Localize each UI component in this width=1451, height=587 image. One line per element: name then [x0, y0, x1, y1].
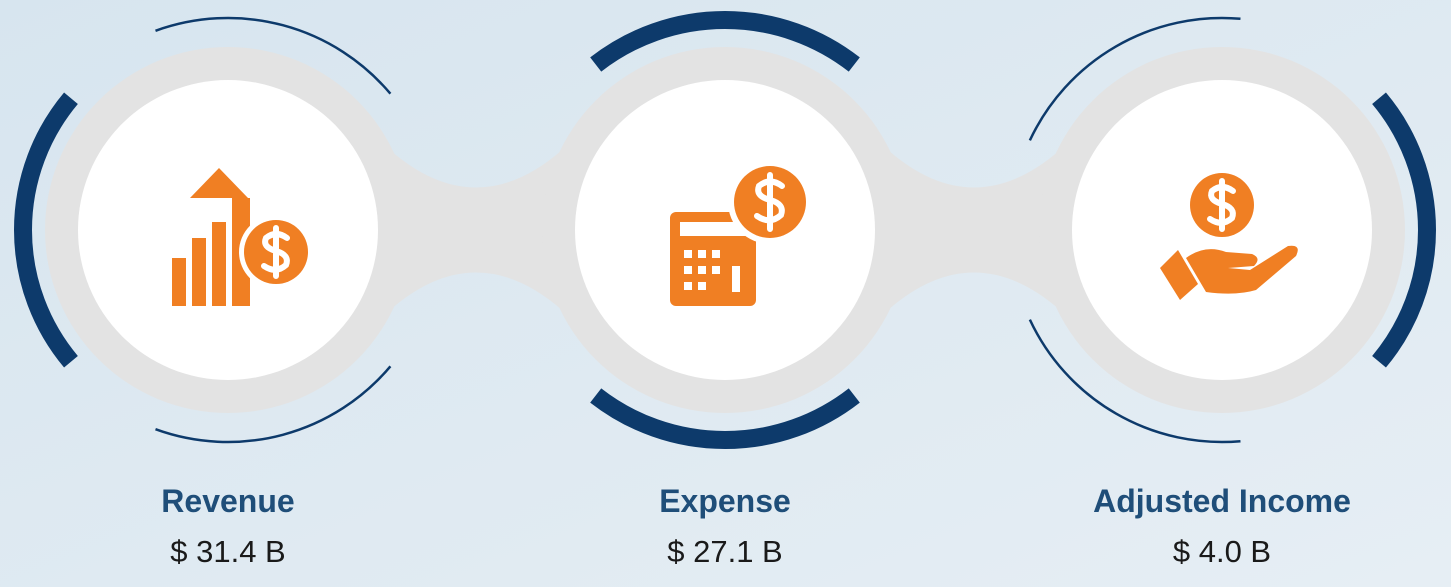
item-value: $ 4.0 B — [1173, 534, 1271, 569]
revenue-icon — [172, 168, 313, 306]
item-label: Adjusted Income — [1093, 483, 1351, 519]
arc — [1028, 16, 1241, 141]
arc — [14, 92, 78, 368]
connector — [390, 150, 562, 310]
arc — [590, 388, 860, 449]
expense-icon — [670, 160, 812, 306]
item-value: $ 31.4 B — [170, 534, 285, 569]
arc — [1028, 319, 1241, 444]
arc — [590, 11, 860, 72]
arc — [155, 16, 392, 95]
icons — [172, 160, 1298, 306]
item-label: Revenue — [161, 483, 294, 519]
arc — [1372, 92, 1436, 368]
labels: Revenue $ 31.4 B Expense $ 27.1 B Adjusted I… — [161, 483, 1351, 569]
item-label: Expense — [659, 483, 791, 519]
inner-circle — [78, 80, 378, 380]
item-value: $ 27.1 B — [667, 534, 782, 569]
arc — [155, 365, 392, 444]
income-icon — [1160, 173, 1298, 300]
connector — [888, 150, 1060, 310]
